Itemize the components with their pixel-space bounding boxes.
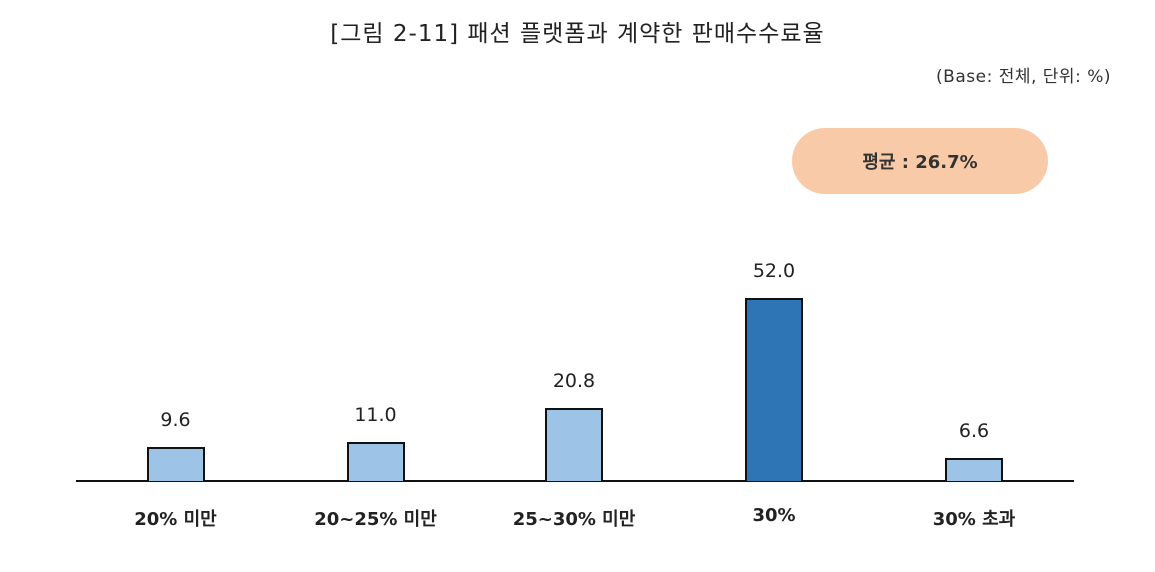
bar-value-label: 20.8 [552,370,596,392]
bar-value-label: 6.6 [958,420,990,442]
category-label: 30% 초과 [932,509,1016,530]
category-label: 30% [752,505,796,526]
bar-value-label: 11.0 [354,404,397,426]
chart-title: [그림 2-11] 패션 플랫폼과 계약한 판매수수료율 [330,21,825,47]
bar-value-label: 52.0 [752,260,796,282]
x-axis-line [76,480,1074,482]
bar-value-label: 9.6 [160,409,191,431]
bar-2 [545,408,603,481]
unit-note: (Base: 전체, 단위: %) [936,67,1111,87]
category-label: 20% 미만 [134,509,217,530]
category-label: 25~30% 미만 [512,509,636,530]
bar-3 [745,298,803,481]
bar-0 [146,447,205,481]
category-label: 20~25% 미만 [314,509,437,530]
average-badge: 평균 : 26.7% [792,128,1048,194]
average-badge-label: 평균 : 26.7% [862,152,978,173]
bar-4 [945,458,1003,481]
bar-1 [346,442,405,481]
